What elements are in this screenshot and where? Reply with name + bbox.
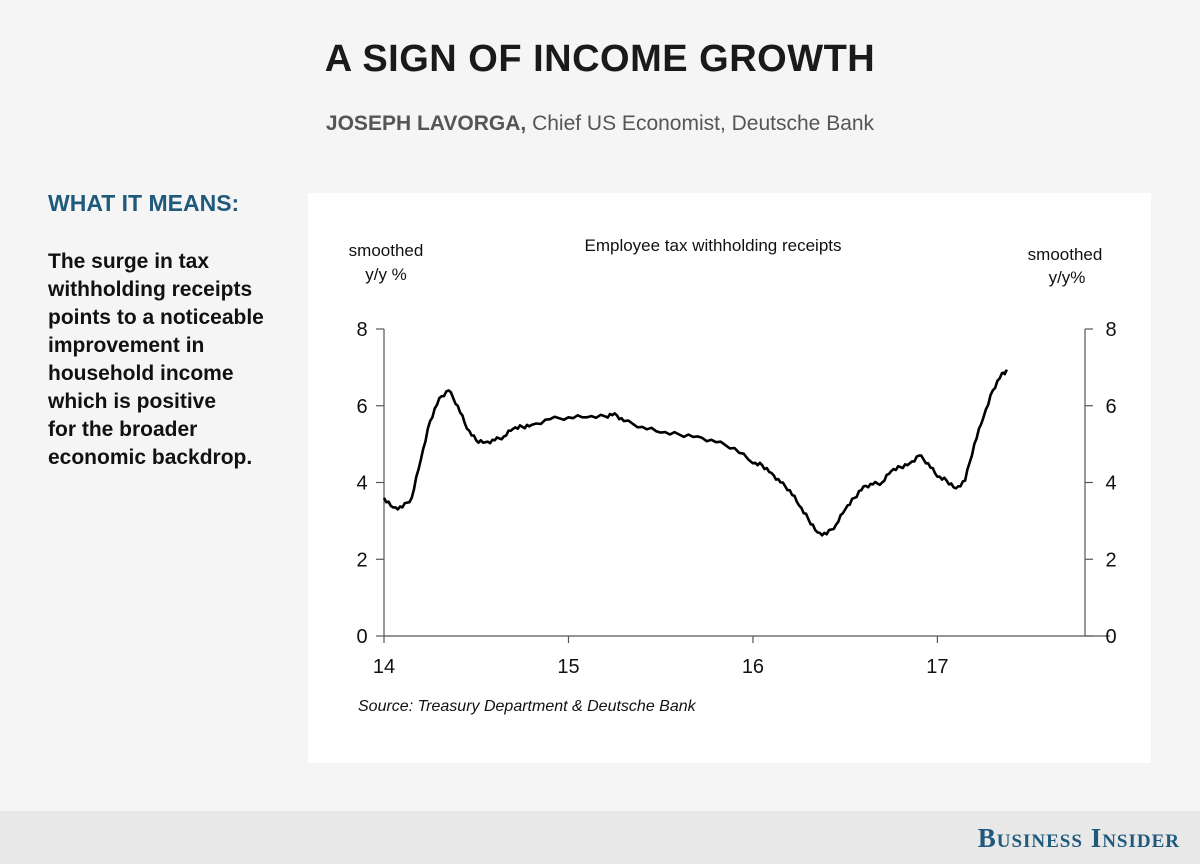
chart-source: Source: Treasury Department & Deutsche B… bbox=[358, 698, 697, 715]
sidebar-line: economic backdrop. bbox=[48, 446, 253, 469]
x-tick-label: 17 bbox=[926, 656, 948, 678]
line-chart: Employee tax withholding receipts smooth… bbox=[349, 236, 1117, 715]
y-tick-label-left: 2 bbox=[356, 549, 367, 571]
sidebar-line: points to a noticeable bbox=[48, 306, 264, 329]
axes: 0 0 2 2 4 4 6 6 8 8 14 15 16 17 bbox=[356, 319, 1116, 678]
chart-card: Employee tax withholding receipts smooth… bbox=[308, 193, 1151, 763]
y-tick-label-left: 0 bbox=[356, 626, 367, 648]
sidebar-line: withholding receipts bbox=[48, 278, 253, 301]
sidebar-line: improvement in bbox=[48, 334, 205, 357]
y-tick-label-right: 2 bbox=[1105, 549, 1116, 571]
y-axis-label-left-line2: y/y % bbox=[365, 265, 407, 284]
author-role: Chief US Economist, Deutsche Bank bbox=[526, 112, 875, 135]
sidebar-text: The surge in tax withholding receipts po… bbox=[48, 248, 288, 472]
y-tick-label-right: 8 bbox=[1105, 319, 1116, 341]
footer: Business Insider bbox=[0, 811, 1200, 864]
y-tick-label-left: 4 bbox=[356, 473, 367, 495]
author-name: JOSEPH LAVORGA, bbox=[325, 112, 527, 135]
byline: JOSEPH LAVORGA, Chief US Economist, Deut… bbox=[0, 112, 1200, 136]
sidebar-line: household income bbox=[48, 362, 234, 385]
sidebar-line: for the broader bbox=[48, 418, 198, 441]
x-tick-label: 14 bbox=[373, 656, 395, 678]
y-axis-label-right-line2: y/y% bbox=[1049, 268, 1086, 287]
y-tick-label-right: 4 bbox=[1105, 473, 1116, 495]
y-tick-label-right: 6 bbox=[1105, 396, 1116, 418]
y-tick-label-left: 6 bbox=[356, 396, 367, 418]
y-axis-label-left-line1: smoothed bbox=[349, 241, 424, 260]
page-title: A SIGN OF INCOME GROWTH bbox=[324, 38, 876, 80]
x-tick-label: 16 bbox=[742, 656, 764, 678]
y-axis-label-right-line1: smoothed bbox=[1028, 245, 1103, 264]
x-tick-label: 15 bbox=[557, 656, 579, 678]
y-tick-label-left: 8 bbox=[356, 319, 367, 341]
sidebar-line: which is positive bbox=[48, 390, 217, 413]
brand-logo: Business Insider bbox=[977, 823, 1180, 853]
sidebar-heading: WHAT IT MEANS: bbox=[48, 190, 240, 216]
chart-title: Employee tax withholding receipts bbox=[584, 236, 841, 255]
y-tick-label-right: 0 bbox=[1105, 626, 1116, 648]
series-line bbox=[382, 369, 1008, 537]
sidebar-line: The surge in tax bbox=[48, 250, 210, 273]
